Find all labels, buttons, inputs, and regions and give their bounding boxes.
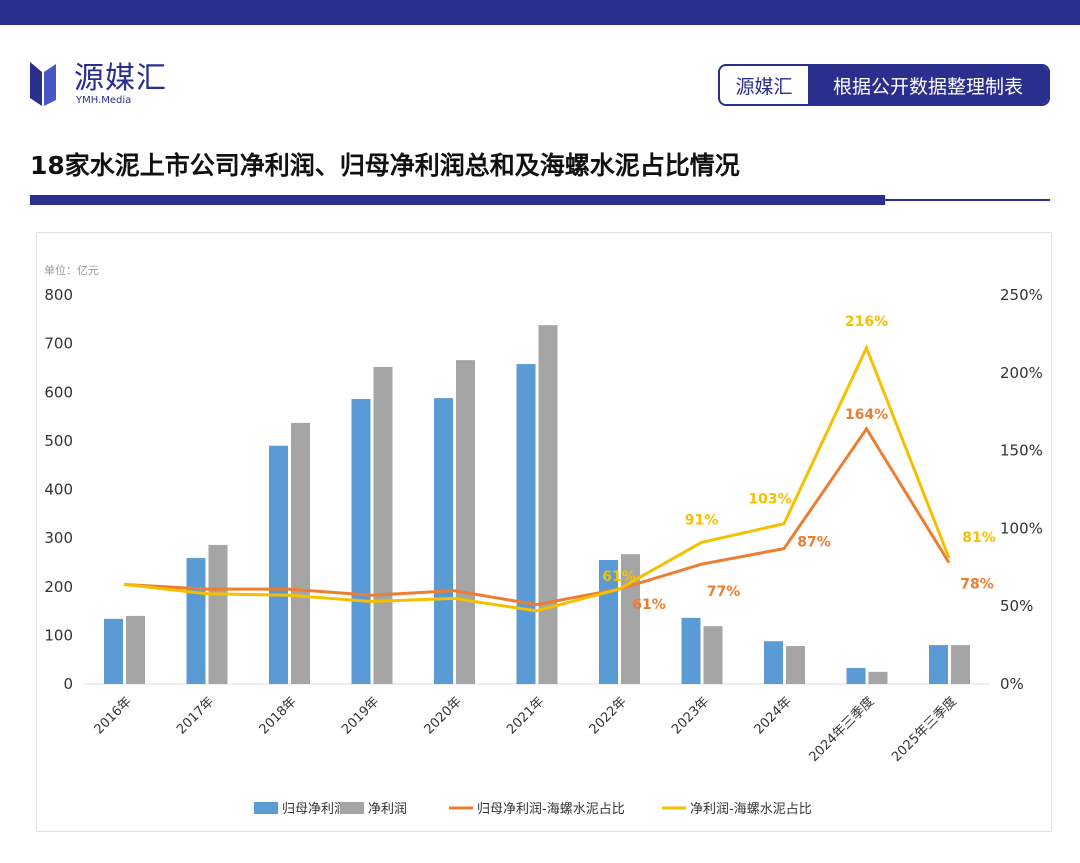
y-left-tick: 200	[44, 578, 73, 596]
chart-card	[36, 232, 1052, 832]
bar-net-profit	[786, 646, 805, 684]
data-label: 78%	[960, 577, 994, 593]
bar-parent-net-profit	[681, 617, 701, 684]
legend-label: 净利润	[368, 802, 407, 817]
y-left-tick: 800	[44, 286, 73, 304]
x-tick-label: 2019年	[339, 694, 382, 737]
bar-net-profit	[208, 544, 228, 684]
bar-net-profit	[538, 325, 558, 684]
logo-subtitle: YMH.Media	[76, 94, 132, 106]
x-tick-label: 2023年	[669, 694, 712, 737]
title-divider-thin	[885, 199, 1050, 201]
y-right-tick: 0%	[1000, 675, 1024, 693]
bar-net-profit	[951, 645, 970, 684]
badge-brand: 源媒汇	[735, 75, 793, 98]
line-parent-share	[123, 426, 951, 607]
legend-label: 归母净利润	[282, 802, 347, 817]
y-left-tick: 500	[44, 432, 73, 450]
y-right-tick: 100%	[1000, 519, 1043, 537]
bar-parent-net-profit	[351, 399, 371, 684]
source-badge: 源媒汇 根据公开数据整理制表	[718, 64, 1050, 106]
bar-net-profit	[868, 671, 888, 684]
unit-label: 单位：亿元	[44, 263, 99, 277]
y-left-tick: 600	[44, 383, 73, 401]
legend-swatch	[340, 802, 364, 814]
top-banner	[0, 0, 1080, 25]
bar-net-profit	[703, 626, 723, 684]
y-left-tick: 700	[44, 335, 73, 353]
y-left-tick: 400	[44, 481, 73, 499]
data-label: 61%	[632, 597, 666, 613]
bar-net-profit	[291, 422, 310, 684]
line-net-share	[123, 344, 951, 613]
bar-parent-net-profit	[104, 618, 123, 684]
bar-net-profit	[373, 366, 393, 684]
x-tick-label: 2016年	[92, 694, 135, 737]
legend-swatch	[254, 802, 278, 814]
logo-mark-icon	[30, 60, 66, 108]
x-tick-label: 2018年	[257, 694, 300, 737]
x-tick-label: 2025年三季度	[888, 694, 959, 765]
legend-label: 净利润-海螺水泥占比	[690, 802, 812, 817]
bar-parent-net-profit	[764, 641, 783, 684]
x-tick-label: 2024年三季度	[806, 694, 877, 765]
y-left-tick: 100	[44, 626, 73, 644]
y-left-tick: 300	[44, 529, 73, 547]
x-tick-label: 2020年	[422, 694, 465, 737]
x-tick-label: 2024年	[752, 694, 795, 737]
logo-name: 源媒汇	[74, 60, 167, 96]
x-tick-label: 2022年	[587, 694, 630, 737]
bar-parent-net-profit	[516, 364, 536, 684]
bar-parent-net-profit	[186, 558, 206, 684]
title-divider	[30, 195, 885, 205]
data-label: 87%	[797, 535, 831, 551]
data-label: 77%	[707, 584, 741, 600]
y-right-tick: 250%	[1000, 286, 1043, 304]
data-label: 216%	[845, 314, 888, 330]
bar-parent-net-profit	[269, 445, 288, 684]
bar-net-profit	[456, 360, 475, 684]
y-left-tick: 0	[63, 675, 73, 693]
data-label: 61%	[602, 569, 636, 585]
data-label: 164%	[845, 407, 888, 423]
page-title: 18家水泥上市公司净利润、归母净利润总和及海螺水泥占比情况	[30, 151, 740, 180]
y-right-tick: 50%	[1000, 597, 1033, 615]
bar-parent-net-profit	[434, 398, 453, 684]
logo: 源媒汇 YMH.Media	[30, 60, 167, 108]
bar-net-profit	[126, 615, 145, 684]
y-right-tick: 200%	[1000, 364, 1043, 382]
bar-parent-net-profit	[846, 667, 866, 684]
data-label: 103%	[748, 492, 791, 508]
x-tick-label: 2017年	[174, 694, 217, 737]
bar-parent-net-profit	[929, 645, 948, 684]
data-label: 91%	[685, 512, 719, 528]
x-tick-label: 2021年	[504, 694, 547, 737]
badge-note: 根据公开数据整理制表	[808, 66, 1048, 104]
data-label: 81%	[962, 530, 996, 546]
legend-label: 归母净利润-海螺水泥占比	[477, 802, 625, 817]
y-right-tick: 150%	[1000, 442, 1043, 460]
